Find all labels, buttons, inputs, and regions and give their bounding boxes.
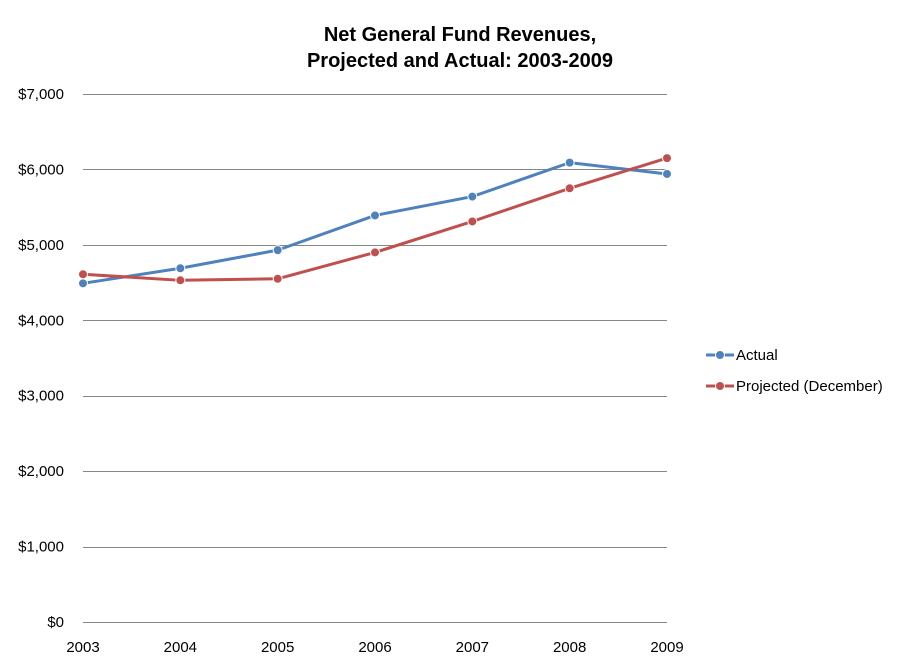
- x-tick-label: 2008: [553, 639, 586, 656]
- chart-title-line-2: Projected and Actual: 2003-2009: [307, 50, 613, 72]
- y-tick-label: $7,000: [18, 86, 64, 103]
- x-axis-tick-labels: 2003 2004 2005 2006 2007 2008 2009: [66, 639, 683, 656]
- y-tick-label: $1,000: [18, 539, 64, 556]
- y-tick-label: $5,000: [18, 237, 64, 254]
- data-point: [370, 247, 380, 258]
- data-point: [78, 278, 88, 289]
- legend-label: Actual: [736, 347, 778, 364]
- y-tick-label: $3,000: [18, 388, 64, 405]
- data-point: [370, 210, 380, 221]
- series-projected-december: [78, 153, 672, 286]
- legend-entry: Projected (December): [706, 378, 883, 395]
- chart-title-line-1: Net General Fund Revenues,: [324, 24, 596, 46]
- data-point: [467, 191, 478, 202]
- data-point: [272, 245, 283, 256]
- y-axis-tick-labels: $0 $1,000 $2,000 $3,000 $4,000 $5,000 $6,000 $7…: [18, 86, 64, 631]
- legend-entry: Actual: [706, 347, 778, 364]
- data-series: [78, 153, 672, 289]
- x-tick-label: 2003: [66, 639, 99, 656]
- legend-swatch-marker: [715, 381, 725, 391]
- x-tick-label: 2006: [358, 639, 391, 656]
- x-tick-label: 2004: [164, 639, 197, 656]
- data-point: [467, 216, 478, 227]
- data-point: [272, 273, 283, 284]
- data-point: [662, 168, 672, 179]
- data-point: [175, 263, 186, 274]
- x-tick-label: 2005: [261, 639, 294, 656]
- y-tick-label: $0: [47, 614, 64, 631]
- series-actual: [78, 157, 672, 289]
- gridlines: [83, 94, 667, 623]
- legend-label: Projected (December): [736, 378, 883, 395]
- data-point: [564, 183, 575, 194]
- legend-swatch-marker: [715, 350, 725, 360]
- y-tick-label: $2,000: [18, 463, 64, 480]
- x-tick-label: 2007: [456, 639, 489, 656]
- data-point: [662, 153, 672, 164]
- series-line: [81, 161, 669, 285]
- y-tick-label: $4,000: [18, 312, 64, 329]
- data-point: [78, 269, 88, 280]
- y-tick-label: $6,000: [18, 161, 64, 178]
- chart-title: Net General Fund Revenues, Projected and…: [307, 24, 613, 72]
- x-tick-label: 2009: [650, 639, 683, 656]
- data-point: [175, 275, 186, 286]
- data-point: [564, 157, 575, 168]
- legend: Actual Projected (December): [706, 347, 883, 395]
